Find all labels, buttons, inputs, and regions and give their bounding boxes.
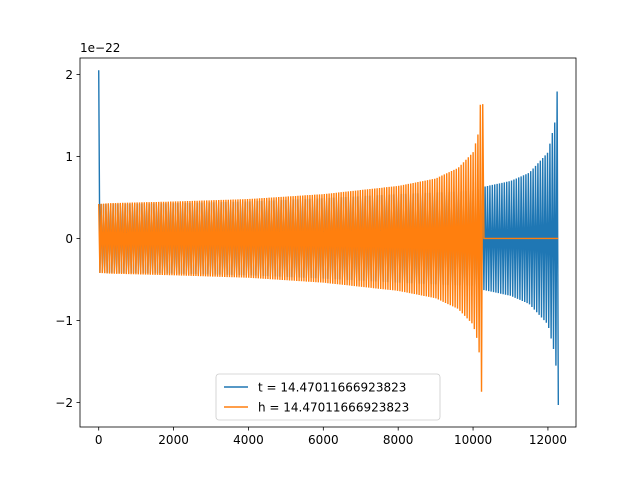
legend: t = 14.47011666923823 h = 14.470116669238… — [215, 373, 441, 421]
y-axis-multiplier: 1e−22 — [80, 41, 120, 55]
x-tick-label: 2000 — [158, 433, 189, 447]
x-tick-label: 8000 — [383, 433, 414, 447]
series-line-2 — [98, 104, 559, 392]
legend-label-2: h = 14.47011666923823 — [258, 401, 409, 415]
legend-label-1: t = 14.47011666923823 — [258, 381, 406, 395]
y-tick-label: −2 — [55, 396, 73, 410]
x-tick-label: 12000 — [529, 433, 567, 447]
plot-area — [98, 70, 560, 406]
y-tick-label: 1 — [65, 150, 73, 164]
axes-frame — [79, 57, 577, 428]
x-tick-label: 0 — [95, 433, 103, 447]
x-tick-label: 10000 — [454, 433, 492, 447]
x-tick-label: 4000 — [233, 433, 264, 447]
series-layer — [98, 70, 560, 406]
axes: 0 2000 4000 6000 8000 10000 12000 −2 −1 0 1 2 — [55, 57, 577, 447]
legend-box — [215, 373, 441, 421]
y-tick-label: 2 — [65, 68, 73, 82]
y-tick-label: 0 — [65, 232, 73, 246]
x-tick-label: 6000 — [308, 433, 339, 447]
y-tick-label: −1 — [55, 314, 73, 328]
